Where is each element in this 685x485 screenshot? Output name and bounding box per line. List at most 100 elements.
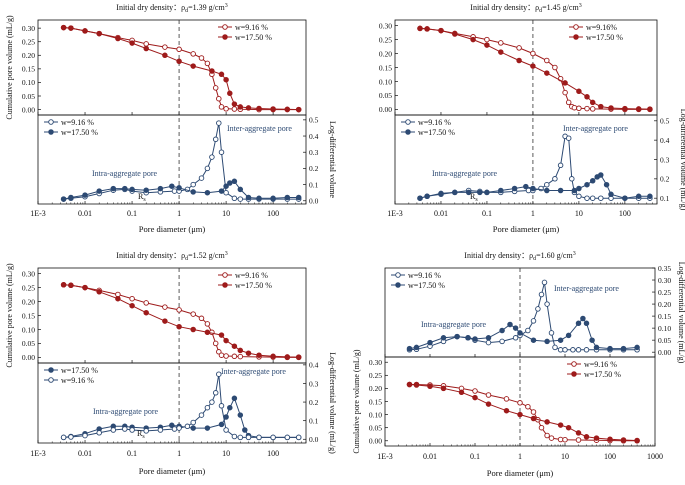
annotation-rs-sub: s — [143, 197, 146, 203]
data-point — [176, 323, 182, 330]
y-tick-label: 0.4 — [660, 136, 670, 145]
y-tick-label: 0.5 — [309, 116, 319, 125]
data-point — [143, 309, 149, 316]
data-point — [484, 189, 490, 196]
data-point — [60, 196, 67, 202]
data-point — [218, 71, 225, 78]
data-point — [237, 412, 244, 418]
data-point — [209, 154, 215, 160]
series-line — [63, 284, 299, 358]
data-point — [60, 434, 67, 441]
data-point — [237, 196, 244, 202]
data-point — [557, 337, 564, 343]
y-tick-label: 0.15 — [379, 63, 392, 72]
data-point — [231, 353, 238, 360]
data-point — [498, 40, 504, 46]
data-point — [598, 103, 604, 110]
y-axis-label: Log-differential volume (mL/g) — [679, 109, 685, 211]
y-axis-label: Log-differential volume — [328, 121, 337, 198]
data-point — [608, 105, 614, 111]
data-point — [571, 104, 578, 111]
legend-marker — [573, 34, 579, 40]
data-point — [204, 321, 211, 327]
data-point — [110, 427, 117, 433]
data-point — [96, 30, 102, 37]
legend-upper: w=9.16%w=17.50 % — [569, 23, 623, 42]
data-point — [440, 385, 447, 392]
data-point — [503, 407, 510, 414]
data-point — [212, 340, 219, 347]
data-point — [82, 284, 88, 291]
data-point — [143, 300, 149, 306]
y-tick-label: 0.3 — [309, 379, 319, 388]
y-axis-label: Log-differential volume (mL/g) — [328, 352, 337, 454]
data-point — [245, 105, 252, 111]
data-point — [438, 27, 444, 34]
data-point — [198, 55, 205, 61]
data-point — [245, 350, 252, 356]
data-point — [143, 41, 149, 47]
data-point — [576, 88, 582, 95]
y-tick-label: 0.2 — [309, 164, 319, 173]
data-point — [223, 353, 229, 359]
x-tick-label: 100 — [267, 449, 279, 458]
data-point — [557, 187, 564, 194]
data-point — [622, 105, 628, 112]
data-point — [424, 26, 430, 32]
data-point — [68, 282, 74, 289]
data-point — [472, 394, 478, 401]
data-point — [484, 42, 490, 48]
data-point — [406, 381, 413, 388]
data-point — [231, 433, 238, 440]
y-tick-label: 0.10 — [379, 77, 392, 86]
data-point — [162, 44, 168, 50]
y-tick-label: 0.00 — [658, 348, 671, 357]
data-point — [284, 194, 291, 201]
data-point — [512, 325, 519, 331]
data-point — [417, 25, 423, 32]
chart-panel-bottom-right: Initial dry density：ρd=1.60 g/cm3 1E-3 0.0… — [352, 251, 685, 478]
data-point — [470, 36, 476, 43]
data-point — [216, 371, 222, 377]
x-tick-label: 1 — [177, 449, 181, 458]
data-point — [122, 426, 128, 432]
y-tick-label: 0.15 — [22, 311, 35, 320]
data-point — [565, 332, 572, 339]
y-axis-label: Cumulative pore volume (mL/g) — [5, 15, 14, 120]
x-tick-label: 1E-3 — [387, 209, 403, 218]
legend-lower: w=17.50 %w=9.16 % — [44, 366, 98, 385]
data-point — [530, 337, 537, 343]
data-point — [575, 320, 582, 327]
data-point — [209, 68, 215, 74]
annotation-inter-aggregate: Inter-aggregate pore — [563, 124, 628, 133]
legend-label: w=17.50 % — [586, 33, 623, 42]
data-point — [548, 435, 555, 441]
y-tick-label: 0.00 — [22, 353, 35, 362]
y-tick-label: 0.1 — [309, 416, 319, 425]
data-point — [122, 185, 128, 192]
data-point — [544, 187, 550, 194]
data-point — [218, 352, 225, 358]
panel-title-sub: d — [533, 256, 536, 262]
y-tick-label: 0.1 — [660, 194, 670, 203]
data-point — [68, 25, 74, 31]
legend-marker — [222, 24, 228, 30]
data-point — [218, 149, 225, 155]
data-point — [517, 330, 523, 336]
data-point — [647, 106, 653, 112]
x-tick-label: 0.1 — [470, 452, 480, 461]
data-point — [530, 63, 536, 69]
x-tick-label: 1E-3 — [30, 449, 46, 458]
y-tick-label: 0.20 — [379, 49, 392, 58]
data-point — [589, 106, 596, 112]
y-axis-label: Log-differential volume (mL/g) — [677, 262, 685, 364]
data-point — [517, 411, 523, 418]
legend-marker — [48, 129, 54, 135]
data-point — [237, 347, 244, 354]
data-point — [603, 181, 610, 188]
data-point — [176, 425, 182, 431]
annotation-intra-aggregate: Intra-aggregate pore — [93, 407, 159, 416]
data-point — [512, 335, 519, 341]
panel-title-sup: 3 — [225, 3, 228, 9]
y-tick-label: 0.30 — [22, 24, 35, 33]
